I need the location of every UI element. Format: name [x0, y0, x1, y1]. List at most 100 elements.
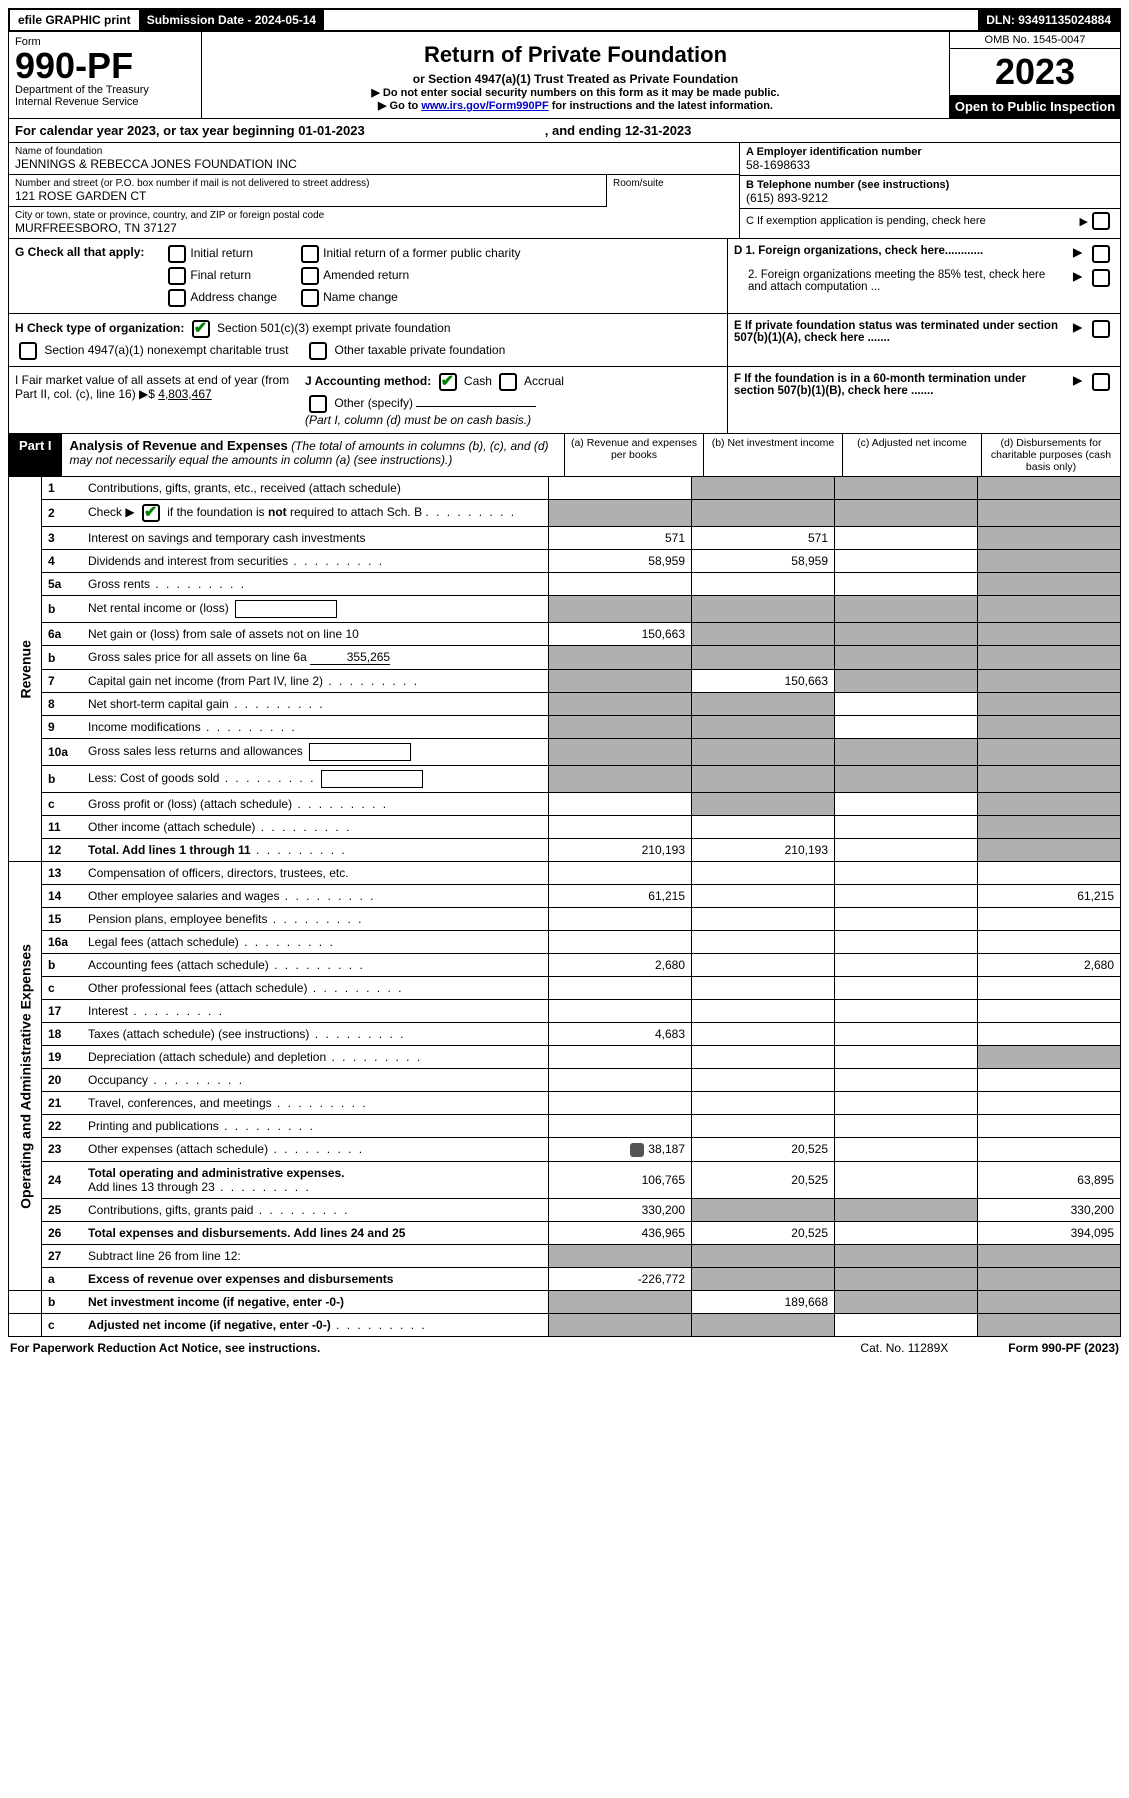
form-number: 990-PF — [15, 48, 195, 84]
val-b — [692, 739, 835, 766]
inst2-pre: ▶ Go to — [378, 100, 421, 112]
val-c — [835, 1161, 978, 1198]
val-c — [835, 477, 978, 500]
table-row: b Gross sales price for all assets on li… — [9, 646, 1121, 670]
amended-checkbox[interactable] — [301, 267, 319, 285]
line-num: 19 — [42, 1046, 83, 1069]
line-num: c — [42, 793, 83, 816]
val-a — [549, 862, 692, 885]
501c3-label: Section 501(c)(3) exempt private foundat… — [217, 321, 450, 335]
val-c — [835, 1092, 978, 1115]
4947-checkbox[interactable] — [19, 342, 37, 360]
line-num: c — [42, 1313, 83, 1336]
cash-checkbox[interactable] — [439, 373, 457, 391]
j-block: J Accounting method: Cash Accrual Other … — [295, 373, 721, 427]
line-num: 16a — [42, 931, 83, 954]
val-a: 106,765 — [549, 1161, 692, 1198]
table-row: c Gross profit or (loss) (attach schedul… — [9, 793, 1121, 816]
val-a — [549, 739, 692, 766]
amended-label: Amended return — [323, 268, 409, 282]
501c3-checkbox[interactable] — [192, 320, 210, 338]
d1-row: D 1. Foreign organizations, check here..… — [734, 245, 1114, 263]
table-row: 18 Taxes (attach schedule) (see instruct… — [9, 1023, 1121, 1046]
val-d — [978, 1290, 1121, 1313]
phone-label: B Telephone number (see instructions) — [746, 179, 1114, 191]
val-c — [835, 1244, 978, 1267]
table-row: 14 Other employee salaries and wages 61,… — [9, 885, 1121, 908]
line-num: b — [42, 766, 83, 793]
f-section: F If the foundation is in a 60-month ter… — [728, 367, 1120, 433]
line-desc: Occupancy — [82, 1069, 549, 1092]
irs-link[interactable]: www.irs.gov/Form990PF — [421, 100, 548, 112]
val-b — [692, 646, 835, 670]
ein-value: 58-1698633 — [746, 158, 1114, 172]
line-desc: Travel, conferences, and meetings — [82, 1092, 549, 1115]
initial-return-checkbox[interactable] — [168, 245, 186, 263]
exemption-checkbox[interactable] — [1092, 212, 1110, 230]
val-b: 210,193 — [692, 839, 835, 862]
d2-checkbox[interactable] — [1092, 269, 1110, 287]
val-d — [978, 477, 1121, 500]
line-desc: Net rental income or (loss) — [82, 596, 549, 623]
table-row: Operating and Administrative Expenses 13… — [9, 862, 1121, 885]
header-left: Form 990-PF Department of the Treasury I… — [9, 32, 202, 118]
val-b — [692, 1313, 835, 1336]
line-num: 23 — [42, 1138, 83, 1162]
val-d — [978, 931, 1121, 954]
d2-row: 2. Foreign organizations meeting the 85%… — [734, 269, 1114, 293]
table-row: 6a Net gain or (loss) from sale of asset… — [9, 623, 1121, 646]
initial-former-checkbox[interactable] — [301, 245, 319, 263]
line-num: 3 — [42, 527, 83, 550]
top-bar: efile GRAPHIC print Submission Date - 20… — [8, 8, 1121, 32]
val-c — [835, 623, 978, 646]
val-d — [978, 1313, 1121, 1336]
val-b — [692, 573, 835, 596]
val-a — [549, 1000, 692, 1023]
line-desc: Subtract line 26 from line 12: — [82, 1244, 549, 1267]
table-row: c Adjusted net income (if negative, ente… — [9, 1313, 1121, 1336]
other-method-checkbox[interactable] — [309, 395, 327, 413]
e-checkbox[interactable] — [1092, 320, 1110, 338]
accrual-checkbox[interactable] — [499, 373, 517, 391]
val-b — [692, 1000, 835, 1023]
tax-year: 2023 — [950, 49, 1120, 95]
final-return-checkbox[interactable] — [168, 267, 186, 285]
d1-checkbox[interactable] — [1092, 245, 1110, 263]
arrow-icon: ▶ — [1073, 269, 1082, 283]
calendar-year-row: For calendar year 2023, or tax year begi… — [8, 119, 1121, 143]
other-taxable-checkbox[interactable] — [309, 342, 327, 360]
val-a — [549, 1290, 692, 1313]
room-cell: Room/suite — [607, 175, 739, 207]
line-desc: Net short-term capital gain — [82, 693, 549, 716]
table-row: 9 Income modifications — [9, 716, 1121, 739]
table-row: 19 Depreciation (attach schedule) and de… — [9, 1046, 1121, 1069]
attachment-icon[interactable] — [630, 1143, 644, 1157]
line-desc: Gross rents — [82, 573, 549, 596]
line-desc: Other employee salaries and wages — [82, 885, 549, 908]
ein-cell: A Employer identification number 58-1698… — [740, 143, 1120, 176]
name-change-checkbox[interactable] — [301, 289, 319, 307]
schb-checkbox[interactable] — [142, 504, 160, 522]
f-checkbox[interactable] — [1092, 373, 1110, 391]
table-row: 22 Printing and publications — [9, 1115, 1121, 1138]
line-num: b — [42, 596, 83, 623]
cash-label: Cash — [464, 374, 492, 388]
val-c — [835, 885, 978, 908]
val-c — [835, 1069, 978, 1092]
address-change-checkbox[interactable] — [168, 289, 186, 307]
val-c — [835, 1138, 978, 1162]
val-c — [835, 1267, 978, 1290]
val-c — [835, 739, 978, 766]
val-b — [692, 1198, 835, 1221]
revenue-side-label: Revenue — [9, 477, 42, 862]
line-desc: Total. Add lines 1 through 11 — [82, 839, 549, 862]
col-b-head: (b) Net investment income — [703, 434, 842, 476]
val-d: 61,215 — [978, 885, 1121, 908]
table-row: 17 Interest — [9, 1000, 1121, 1023]
val-b — [692, 908, 835, 931]
room-label: Room/suite — [613, 178, 733, 189]
city-label: City or town, state or province, country… — [15, 210, 733, 221]
val-d: 63,895 — [978, 1161, 1121, 1198]
val-c — [835, 766, 978, 793]
val-c — [835, 977, 978, 1000]
